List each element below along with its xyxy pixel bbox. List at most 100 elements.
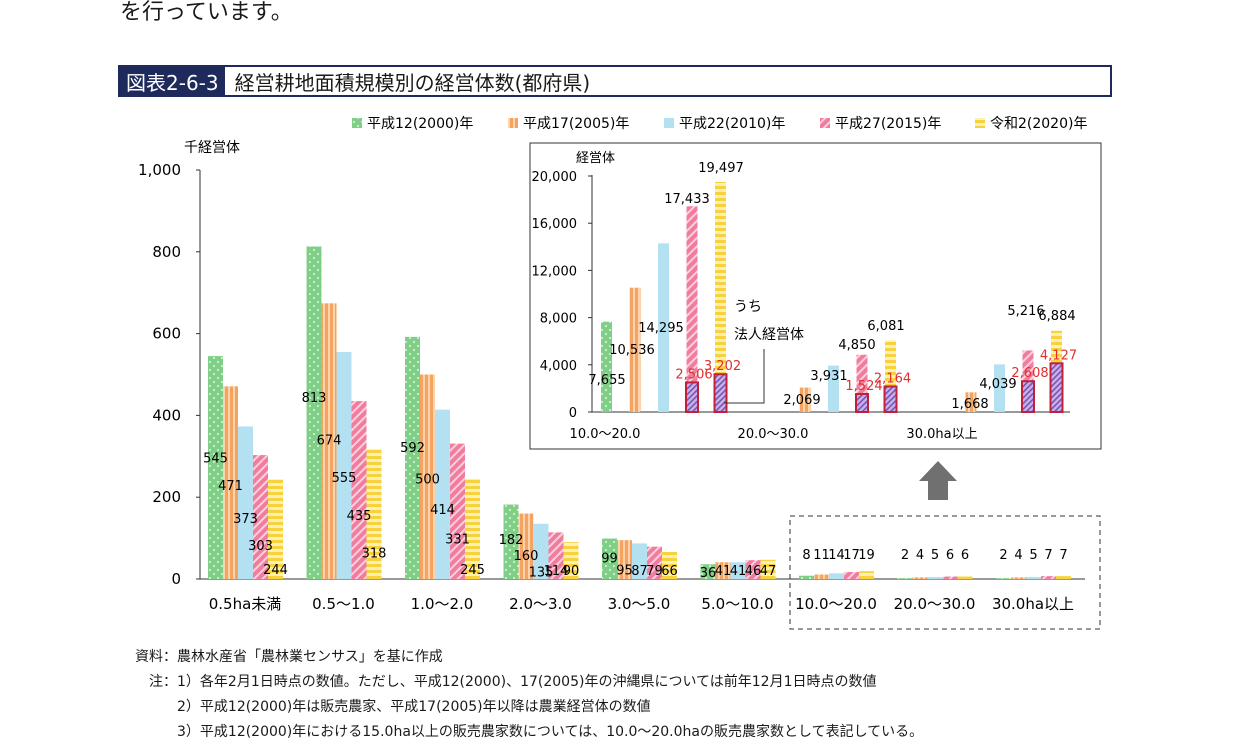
- inset-bar: [799, 387, 811, 412]
- data-label: 36: [700, 566, 717, 581]
- bar: [814, 574, 829, 579]
- bar: [321, 303, 337, 579]
- bar: [859, 571, 874, 579]
- arrow-up-icon: [919, 461, 957, 500]
- bar: [927, 576, 943, 579]
- inset-data-label: 4,850: [838, 338, 875, 353]
- data-label: 2: [901, 548, 909, 563]
- inset-data-label: 3,931: [810, 369, 847, 384]
- bar: [1056, 576, 1071, 579]
- bar: [435, 409, 450, 579]
- bar: [700, 564, 716, 579]
- legend-label: 平成12(2000)年: [367, 116, 473, 132]
- data-label: 135: [529, 566, 554, 581]
- bar: [745, 560, 761, 579]
- data-label: 555: [332, 471, 357, 486]
- x-category-label: 0.5～1.0: [312, 595, 375, 613]
- data-label: 19: [858, 548, 875, 563]
- note-3: 3）平成12(2000)年における15.0ha以上の販売農家数については、10.…: [135, 724, 924, 740]
- data-label: 244: [263, 563, 288, 578]
- inset-y-tick-label: 4,000: [540, 359, 577, 374]
- inset-data-label: 6,081: [867, 319, 904, 334]
- data-label: 5: [931, 548, 939, 563]
- inset-bar: [715, 181, 726, 412]
- legend-label: 平成17(2005)年: [523, 116, 629, 132]
- x-axis-categories: 0.5ha未満 0.5～1.0 1.0～2.0 2.0～3.0 3.0～5.0 5.0～1…: [209, 595, 1074, 613]
- bar: [503, 504, 519, 579]
- figure-title: 経営耕地面積規模別の経営体数(都府県): [234, 70, 591, 95]
- corporate-label-line2: 法人経営体: [734, 327, 804, 343]
- bar: [996, 578, 1011, 579]
- inset-bar: [601, 321, 612, 412]
- data-label: 99: [601, 552, 618, 567]
- x-category-label: 30.0ha以上: [992, 595, 1074, 613]
- inset-data-label: 19,497: [698, 161, 744, 176]
- corporate-data-label: 1,524: [845, 379, 882, 394]
- corporate-label-line1: うち: [734, 299, 762, 315]
- bar: [647, 546, 662, 579]
- bar: [306, 246, 322, 579]
- data-label: 87: [631, 564, 648, 579]
- data-label: 7: [1059, 548, 1067, 563]
- x-category-label: 3.0～5.0: [608, 595, 671, 613]
- bar: [238, 426, 253, 579]
- legend-swatch: [352, 118, 362, 128]
- data-label: 47: [760, 564, 777, 579]
- legend-label: 平成27(2015)年: [835, 116, 941, 132]
- legend-swatch: [508, 118, 518, 128]
- inset-data-label: 4,039: [979, 377, 1016, 392]
- data-label: 4: [916, 548, 924, 563]
- note-2: 2）平成12(2000)年は販売農家、平成17(2005)年以降は農業経営体の数…: [135, 699, 651, 715]
- bar: [912, 577, 928, 579]
- data-label: 373: [233, 512, 258, 527]
- bar: [548, 532, 564, 579]
- corporate-data-label: 2,164: [874, 371, 911, 386]
- bar: [366, 448, 382, 579]
- data-label: 545: [203, 451, 228, 466]
- y-tick-label: 200: [152, 488, 181, 506]
- data-label: 813: [302, 391, 327, 406]
- x-category-label: 1.0～2.0: [411, 595, 474, 613]
- inset-y-tick-label: 0: [569, 406, 577, 421]
- bar: [351, 401, 367, 579]
- inset-frame: [529, 142, 1102, 450]
- x-category-label: 5.0～10.0: [701, 595, 773, 613]
- data-label: 46: [745, 564, 762, 579]
- chart-area: 平成12(2000)年 平成17(2005)年 平成22(2010)年 平成27(20…: [138, 116, 1102, 630]
- corporate-bar: [1021, 380, 1035, 413]
- data-label: 79: [646, 564, 663, 579]
- x-category-label: 2.0～3.0: [509, 595, 572, 613]
- bar: [563, 542, 579, 579]
- inset-bar: [828, 365, 839, 412]
- inset-bar: [856, 354, 868, 412]
- main-bars: [208, 246, 1071, 579]
- data-label: 4: [1014, 548, 1022, 563]
- bar: [942, 576, 958, 579]
- y-tick-label: 1,000: [138, 161, 181, 179]
- inset-x-axis-categories: 10.0～20.0 20.0～30.0 30.0ha以上: [570, 427, 978, 442]
- corporate-bar: [1049, 362, 1064, 413]
- data-label: 114: [544, 564, 569, 579]
- bar: [450, 443, 465, 579]
- inset-x-category-label: 30.0ha以上: [906, 427, 977, 442]
- bar: [632, 543, 647, 579]
- inset-bar: [658, 243, 669, 412]
- bar: [405, 336, 420, 579]
- data-label: 7: [1044, 548, 1052, 563]
- corporate-data-label: 2,506: [675, 367, 712, 382]
- inset-data-label: 7,655: [588, 373, 625, 388]
- note-source: 資料：農林水産省「農林業センサス」を基に作成: [135, 649, 443, 665]
- data-label: 11: [813, 548, 830, 563]
- y-tick-label: 800: [152, 243, 181, 261]
- x-category-label: 20.0～30.0: [894, 595, 976, 613]
- corporate-data-label: 3,202: [704, 359, 741, 374]
- data-label: 592: [400, 441, 425, 456]
- inset-data-label: 6,884: [1038, 309, 1075, 324]
- inset-data-label: 2,069: [783, 393, 820, 408]
- inset-y-tick-label: 8,000: [540, 312, 577, 327]
- bar: [829, 573, 844, 579]
- data-label: 17: [843, 548, 860, 563]
- bar: [208, 356, 223, 579]
- data-label: 245: [460, 563, 485, 578]
- corporate-bar: [883, 385, 898, 414]
